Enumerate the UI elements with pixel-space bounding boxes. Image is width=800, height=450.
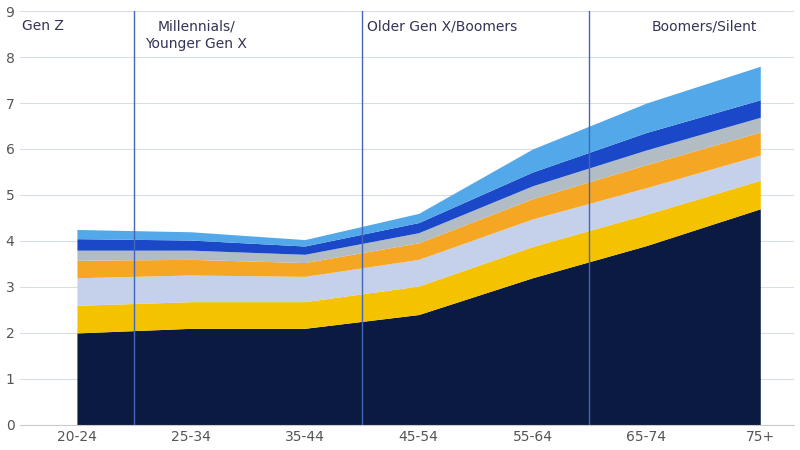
Text: Millennials/
Younger Gen X: Millennials/ Younger Gen X (146, 19, 247, 51)
Text: Gen Z: Gen Z (22, 19, 64, 33)
Text: Older Gen X/Boomers: Older Gen X/Boomers (367, 19, 518, 33)
Text: Boomers/Silent: Boomers/Silent (652, 19, 758, 33)
